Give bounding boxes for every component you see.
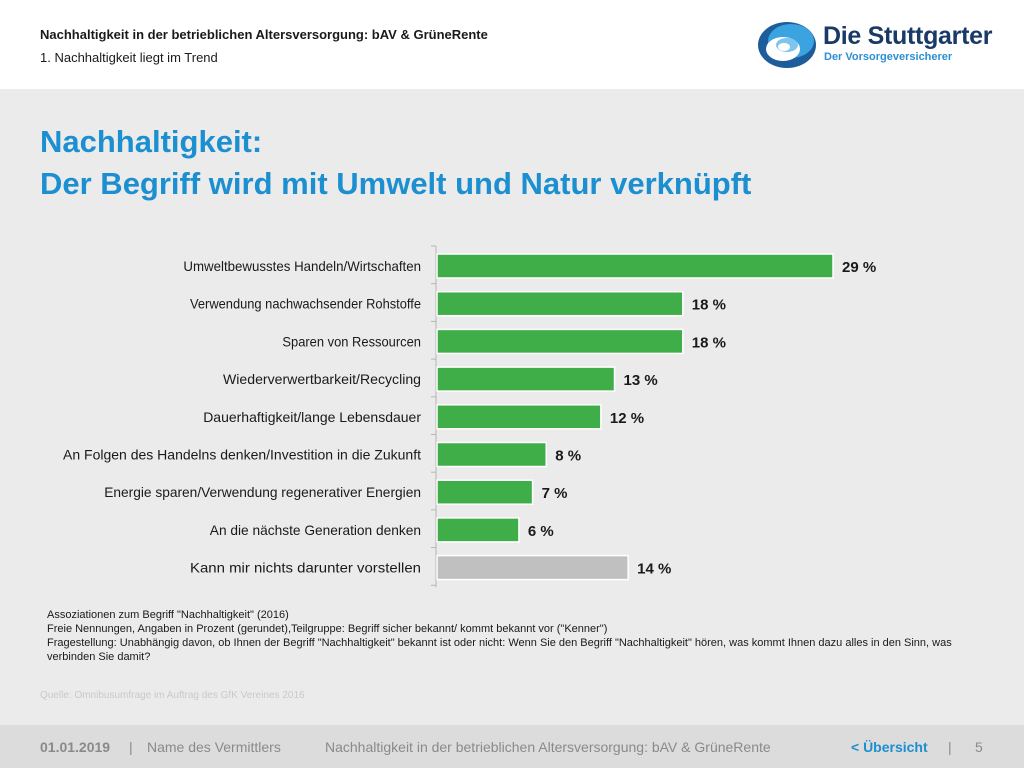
bar bbox=[436, 554, 629, 581]
category-label: An die nächste Generation denken bbox=[210, 522, 421, 538]
category-label: Dauerhaftigkeit/lange Lebensdauer bbox=[203, 409, 421, 425]
category-label: An Folgen des Handelns denken/Investitio… bbox=[63, 447, 421, 463]
notes-line3: Fragestellung: Unabhängig davon, ob Ihne… bbox=[47, 637, 952, 663]
footer-date: 01.01.2019 bbox=[40, 739, 111, 755]
bar bbox=[436, 290, 684, 317]
bar bbox=[436, 366, 616, 392]
bar bbox=[436, 253, 834, 279]
header-subtitle: 1. Nachhaltigkeit liegt im Trend bbox=[40, 50, 218, 65]
footer-separator: | bbox=[129, 739, 133, 755]
category-label: Umweltbewusstes Handeln/Wirtschaften bbox=[183, 258, 421, 274]
category-label: Verwendung nachwachsender Rohstoffe bbox=[190, 296, 421, 312]
data-label: 12 % bbox=[610, 410, 644, 427]
slide-title-line1: Nachhaltigkeit: bbox=[40, 124, 263, 159]
slide-title-line2: Der Begriff wird mit Umwelt und Natur ve… bbox=[40, 166, 752, 201]
logo-tagline: Der Vorsorgeversicherer bbox=[824, 51, 953, 63]
data-label: 14 % bbox=[637, 561, 671, 578]
data-label: 7 % bbox=[542, 485, 568, 502]
notes-line1: Assoziationen zum Begriff "Nachhaltigkei… bbox=[47, 609, 289, 621]
footer-vermittler: Name des Vermittlers bbox=[147, 739, 281, 755]
data-label: 18 % bbox=[692, 334, 726, 351]
data-label: 18 % bbox=[692, 297, 726, 314]
slide-title: Nachhaltigkeit: Der Begriff wird mit Umw… bbox=[40, 121, 751, 205]
source-note: Quelle: Omnibusumfrage im Auftrag des Gf… bbox=[40, 690, 305, 701]
header-title: Nachhaltigkeit in der betrieblichen Alte… bbox=[40, 27, 488, 42]
bar bbox=[436, 404, 602, 430]
bar bbox=[436, 479, 534, 505]
horizontal-bar-chart: Umweltbewusstes Handeln/Wirtschaften 29 %… bbox=[63, 245, 876, 588]
overview-link[interactable]: < Übersicht bbox=[851, 739, 928, 755]
category-label: Kann mir nichts darunter vorstellen bbox=[190, 560, 421, 576]
chart-notes: Assoziationen zum Begriff "Nachhaltigkei… bbox=[47, 608, 997, 664]
slide-header: Nachhaltigkeit in der betrieblichen Alte… bbox=[0, 0, 1024, 89]
bar bbox=[436, 441, 547, 468]
bar bbox=[436, 517, 520, 543]
page-number: 5 bbox=[975, 739, 983, 755]
data-label: 29 % bbox=[842, 259, 876, 276]
category-label: Wiederverwertbarkeit/Recycling bbox=[223, 371, 421, 387]
category-label: Sparen von Ressourcen bbox=[282, 333, 421, 349]
logo-name: Die Stuttgarter bbox=[823, 22, 993, 50]
company-logo[interactable]: Die Stuttgarter Der Vorsorgeversicherer bbox=[757, 18, 997, 72]
data-label: 13 % bbox=[624, 372, 658, 389]
notes-line2: Freie Nennungen, Angaben in Prozent (ger… bbox=[47, 623, 608, 635]
bar bbox=[436, 328, 684, 355]
footer-separator-2: | bbox=[948, 739, 952, 755]
data-label: 8 % bbox=[555, 448, 581, 465]
slide-footer: 01.01.2019 | Name des Vermittlers Nachha… bbox=[0, 725, 1024, 768]
data-label: 6 % bbox=[528, 523, 554, 540]
footer-title: Nachhaltigkeit in der betrieblichen Alte… bbox=[325, 739, 771, 755]
logo-swirl-icon bbox=[758, 22, 816, 68]
category-label: Energie sparen/Verwendung regenerativer … bbox=[104, 484, 421, 500]
